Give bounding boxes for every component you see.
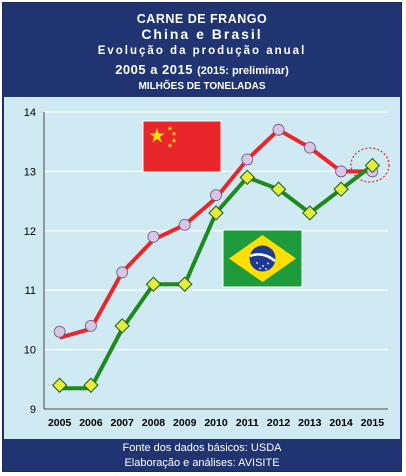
chart-subtitle-description: Evolução da produção anual bbox=[97, 45, 307, 57]
x-tick-label: 2009 bbox=[173, 417, 197, 429]
y-tick-label: 10 bbox=[24, 345, 36, 357]
brasil-point bbox=[83, 377, 99, 393]
x-tick-label: 2015 bbox=[361, 417, 385, 429]
x-tick-label: 2010 bbox=[204, 417, 228, 429]
x-tick-label: 2013 bbox=[298, 417, 322, 429]
y-tick-label: 11 bbox=[25, 285, 36, 297]
china-point bbox=[85, 319, 97, 332]
brasil-point bbox=[145, 276, 162, 292]
chart-unit: MILHÕES DE TONELADAS bbox=[138, 81, 266, 92]
y-axis: 9 10 11 12 13 14 bbox=[24, 107, 45, 416]
china-point bbox=[178, 218, 191, 231]
series-markers bbox=[51, 123, 381, 393]
chart-footer: Fonte dos dados básicos: USDA Elaboração… bbox=[4, 439, 400, 471]
x-tick-label: 2011 bbox=[236, 417, 259, 429]
chart-title: CARNE DE FRANGO bbox=[136, 12, 268, 26]
brasil-point bbox=[177, 276, 193, 292]
period-note: (2015: preliminar) bbox=[197, 65, 289, 77]
china-point bbox=[116, 266, 129, 279]
x-tick-label: 2012 bbox=[267, 417, 291, 429]
y-tick-label: 9 bbox=[30, 404, 36, 416]
chart-header: CARNE DE FRANGO China e Brasil Evolução … bbox=[4, 4, 400, 96]
brasil-point bbox=[364, 157, 381, 174]
brasil-point bbox=[270, 181, 287, 197]
brasil-point bbox=[51, 377, 68, 393]
x-axis: 2005 2006 2007 2008 2009 2010 2011 2012 2013 2014… bbox=[44, 408, 388, 429]
brasil-point bbox=[208, 205, 224, 221]
line-chart: 9 10 11 12 13 14 2005 2006 2007 2008 2009 2010 2011… bbox=[24, 107, 390, 429]
chart-frame: CARNE DE FRANGO China e Brasil Evolução … bbox=[2, 2, 402, 472]
china-point bbox=[210, 189, 222, 202]
source-note: Fonte dos dados básicos: USDA bbox=[122, 442, 282, 454]
x-tick-label: 2006 bbox=[79, 417, 103, 429]
x-tick-label: 2008 bbox=[142, 417, 166, 429]
y-tick-label: 14 bbox=[24, 107, 36, 119]
x-tick-label: 2014 bbox=[329, 417, 353, 429]
brasil-point bbox=[239, 169, 255, 186]
brazil-flag-icon bbox=[222, 229, 303, 288]
china-flag-icon bbox=[142, 120, 222, 173]
credit-note: Elaboração e análises: AVISITE bbox=[124, 457, 280, 469]
flags bbox=[142, 120, 303, 288]
period-range: 2005 a 2015 bbox=[115, 62, 193, 77]
y-tick-label: 12 bbox=[24, 226, 36, 238]
china-point bbox=[335, 165, 347, 178]
china-point bbox=[53, 325, 66, 338]
y-tick-label: 13 bbox=[24, 166, 36, 178]
brasil-point bbox=[333, 181, 349, 197]
china-point bbox=[303, 141, 316, 154]
brasil-point bbox=[114, 318, 130, 334]
chart-subtitle-countries: China e Brasil bbox=[141, 26, 263, 42]
brasil-point bbox=[302, 205, 318, 221]
x-tick-label: 2007 bbox=[111, 417, 135, 429]
china-point bbox=[147, 230, 160, 243]
x-tick-label: 2005 bbox=[48, 417, 72, 429]
preliminary-highlight bbox=[350, 147, 390, 183]
china-point bbox=[272, 123, 285, 136]
chart-period: 2005 a 2015 (2015: preliminar) bbox=[4, 62, 400, 77]
china-point bbox=[241, 153, 254, 166]
